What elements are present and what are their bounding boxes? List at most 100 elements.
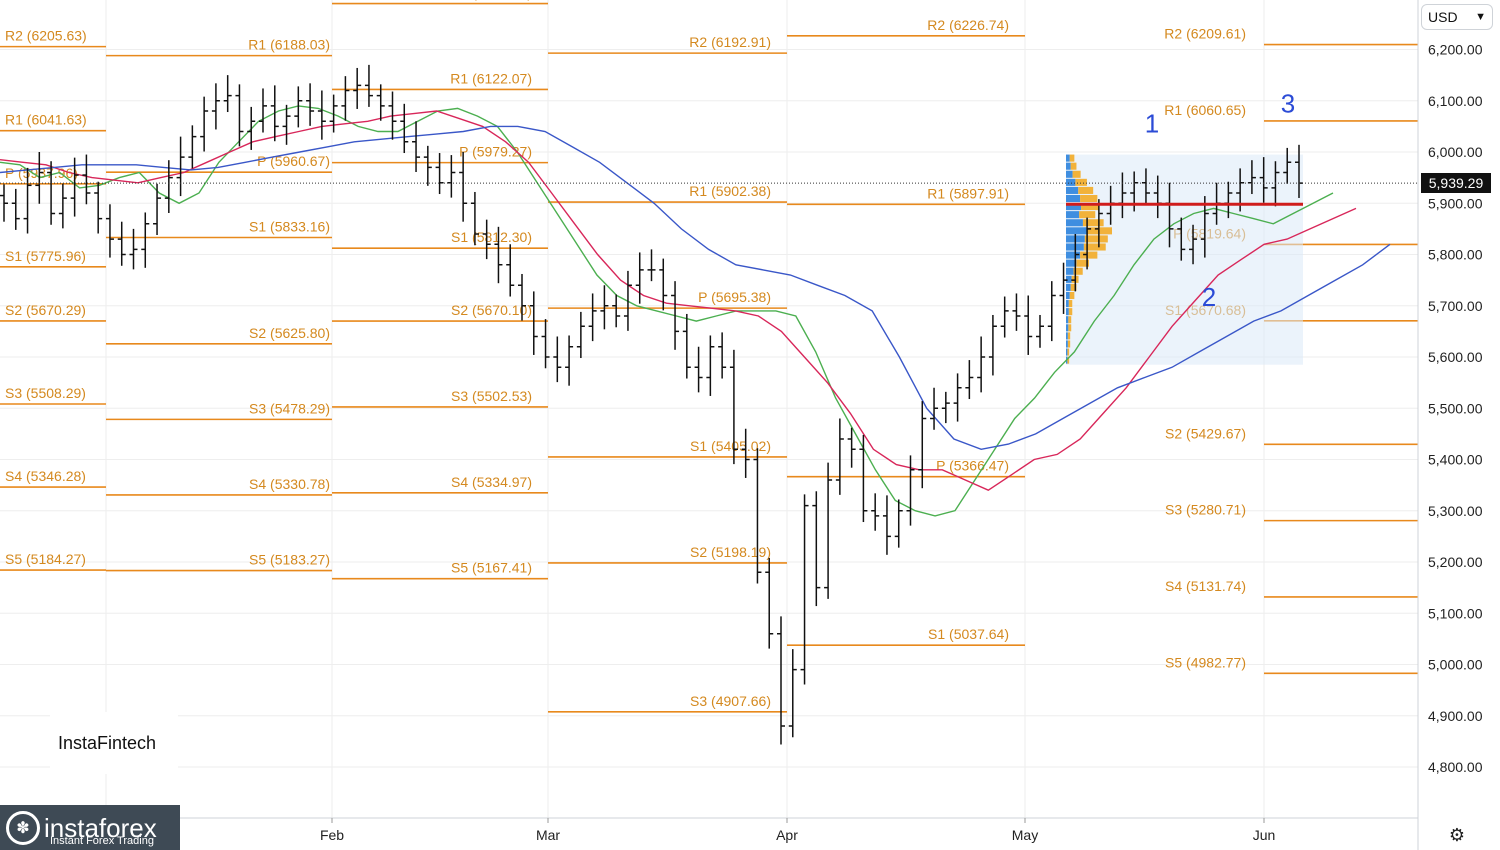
volume-profile-bar — [1075, 178, 1087, 186]
volume-profile-bar — [1079, 211, 1096, 219]
volume-profile-bar — [1066, 283, 1071, 291]
ohlc-bar — [965, 360, 974, 400]
volume-profile-bar — [1066, 203, 1082, 211]
pivot-label: S5 (5167.41) — [451, 560, 532, 576]
ohlc-bar — [565, 335, 574, 386]
volume-profile-bar — [1082, 219, 1104, 227]
pivot-label: R1 (5897.91) — [927, 185, 1009, 201]
ohlc-bar — [647, 249, 656, 282]
ohlc-bar — [153, 183, 162, 236]
volume-profile-bar — [1084, 235, 1108, 243]
ohlc-bar — [859, 434, 868, 523]
volume-profile-bar — [1066, 291, 1070, 300]
pivot-label: S1 (5775.96) — [5, 248, 86, 264]
volume-profile-bar — [1066, 251, 1081, 259]
y-axis-tick-label: 5,700.00 — [1428, 298, 1483, 314]
ohlc-bar — [105, 204, 114, 258]
ohlc-bar — [11, 188, 20, 230]
x-axis-tick-label: Apr — [776, 827, 798, 843]
wave-label: 2 — [1202, 282, 1216, 312]
ohlc-bar — [788, 649, 797, 738]
ohlc-bar — [494, 226, 503, 284]
ohlc-bar — [129, 228, 138, 270]
ohlc-bar — [70, 157, 79, 217]
volume-profile-bar — [1069, 154, 1075, 162]
volume-profile-bar — [1066, 227, 1087, 235]
plot-area — [0, 0, 1418, 818]
pivot-label: S4 (5334.97) — [451, 474, 532, 490]
ohlc-bar — [200, 96, 209, 152]
volume-profile-bar — [1067, 356, 1070, 364]
pivot-label: R1 (6041.63) — [5, 112, 87, 128]
volume-profile-bar — [1069, 291, 1075, 300]
instaforex-logo-icon: ✽ — [6, 810, 40, 845]
y-axis-tick-label: 4,900.00 — [1428, 708, 1483, 724]
volume-profile-bar — [1067, 340, 1071, 348]
currency-select[interactable]: USD ▼ — [1421, 4, 1493, 30]
ohlc-bar — [706, 335, 715, 396]
pivot-label: S2 (5198.19) — [690, 544, 771, 560]
x-axis-tick-label: Jun — [1253, 827, 1276, 843]
pivot-label: R1 (6060.65) — [1164, 102, 1246, 118]
ohlc-bar — [470, 191, 479, 246]
volume-profile-bar — [1066, 178, 1076, 186]
ohlc-bar — [623, 270, 632, 331]
ohlc-bar — [930, 387, 939, 430]
volume-profile-bar — [1066, 275, 1072, 283]
gear-icon[interactable]: ⚙ — [1448, 824, 1466, 845]
ohlc-bar — [176, 136, 185, 197]
ohlc-bar — [47, 161, 56, 225]
ohlc-bar — [835, 418, 844, 495]
ohlc-bar — [718, 332, 727, 379]
ohlc-bar — [871, 493, 880, 531]
ohlc-bar — [1012, 293, 1021, 331]
x-axis-tick-label: Mar — [536, 827, 560, 843]
brand-watermark-box: InstaFintech — [50, 712, 178, 774]
volume-profile-bar — [1066, 211, 1080, 219]
ohlc-bar — [894, 499, 903, 548]
ohlc-bar — [659, 258, 668, 311]
y-axis-tick-label: 5,400.00 — [1428, 452, 1483, 468]
volume-profile-bar — [1068, 316, 1072, 324]
volume-profile-bar — [1066, 300, 1069, 308]
ohlc-bar — [294, 86, 303, 128]
currency-select-value: USD — [1428, 9, 1458, 25]
ohlc-bar — [953, 373, 962, 422]
volume-profile-bar — [1066, 316, 1069, 324]
ohlc-bar — [117, 221, 126, 266]
ohlc-bar — [1059, 262, 1068, 314]
volume-profile-bar — [1066, 332, 1068, 340]
volume-profile-bar — [1066, 219, 1083, 227]
ohlc-bar — [1036, 314, 1044, 348]
ohlc-bar — [1047, 281, 1056, 342]
volume-profile-bar — [1066, 186, 1079, 194]
volume-profile-bar — [1066, 170, 1073, 178]
ohlc-bar — [635, 252, 644, 304]
ohlc-bar — [364, 64, 373, 107]
pivot-label: S4 (5346.28) — [5, 468, 86, 484]
volume-profile-bar — [1080, 251, 1098, 259]
y-axis-tick-label: 5,000.00 — [1428, 657, 1483, 673]
pivot-label: S5 (5183.27) — [249, 552, 330, 568]
ohlc-bar — [612, 294, 621, 328]
ohlc-bar — [765, 557, 774, 649]
ohlc-bar — [0, 184, 8, 222]
ohlc-bar — [282, 104, 291, 145]
ohlc-bar — [941, 391, 950, 424]
y-axis-tick-label: 5,500.00 — [1428, 400, 1483, 416]
ohlc-bar — [682, 313, 691, 379]
pivot-label: S1 (5405.02) — [690, 438, 771, 454]
ohlc-bar — [906, 455, 915, 526]
ohlc-bar — [388, 91, 397, 140]
ohlc-bar — [729, 349, 738, 465]
y-axis-tick-label: 5,200.00 — [1428, 554, 1483, 570]
ohlc-bar — [188, 125, 197, 169]
ohlc-bar — [824, 462, 833, 599]
ohlc-bar — [247, 106, 256, 150]
ohlc-bar — [741, 428, 750, 478]
ohlc-bar — [600, 285, 609, 330]
volume-profile-bar — [1078, 186, 1094, 194]
ohlc-bar — [423, 145, 432, 186]
volume-profile-bar — [1067, 332, 1071, 340]
